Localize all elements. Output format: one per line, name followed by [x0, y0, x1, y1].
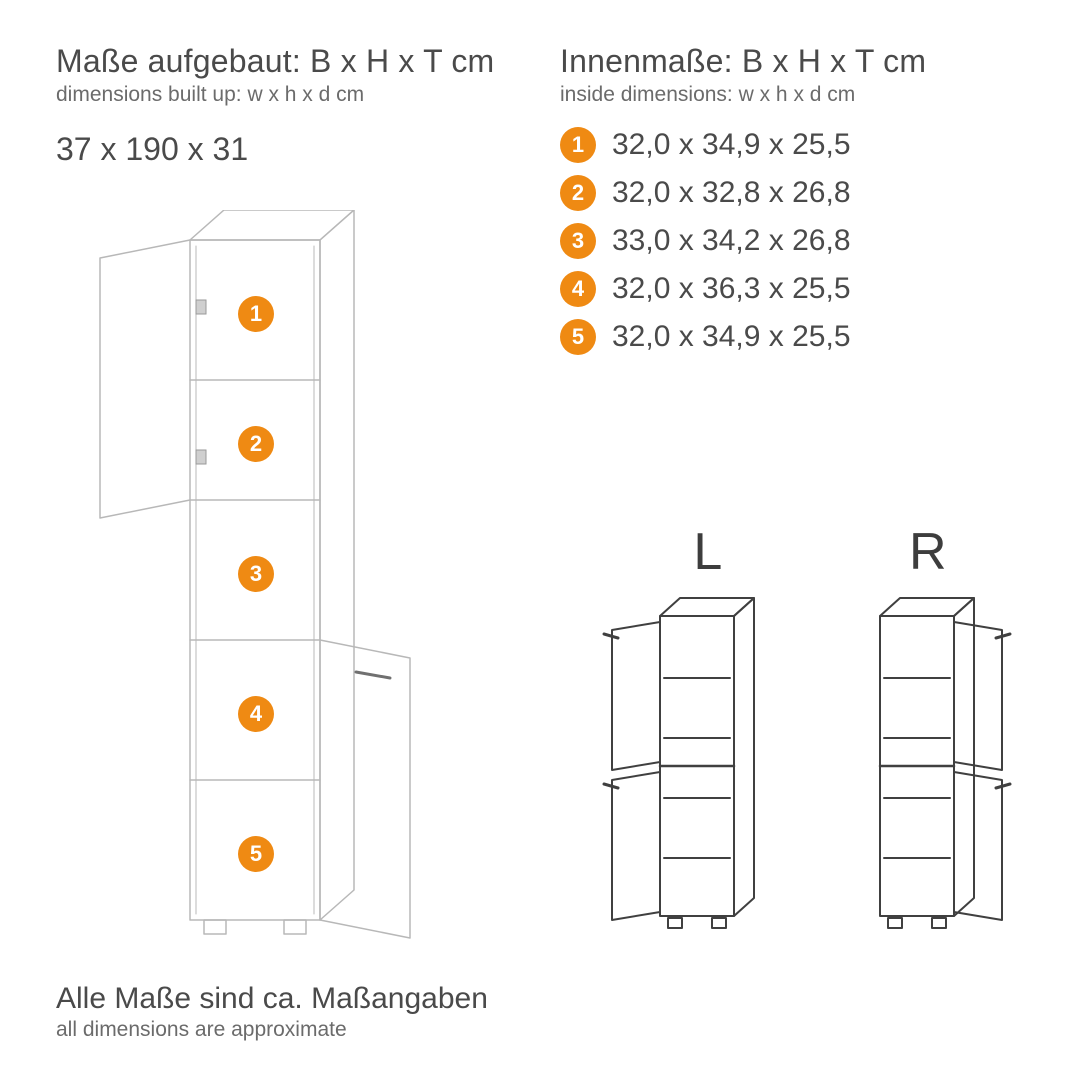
shelf-badge-4-icon: 4: [238, 696, 274, 732]
inner-row: 1 32,0 x 34,9 x 25,5: [560, 127, 1060, 163]
shelf-badge-1-icon: 1: [238, 296, 274, 332]
outer-title-en: dimensions built up: w x h x d cm: [56, 83, 536, 107]
badge-1-icon: 1: [560, 127, 596, 163]
inner-title-de: Innenmaße: B x H x T cm: [560, 44, 1060, 79]
inner-val-3: 33,0 x 34,2 x 26,8: [612, 224, 851, 258]
badge-5-icon: 5: [560, 319, 596, 355]
inner-val-1: 32,0 x 34,9 x 25,5: [612, 128, 851, 162]
inner-list: 1 32,0 x 34,9 x 25,5 2 32,0 x 32,8 x 26,…: [560, 127, 1060, 355]
inner-val-4: 32,0 x 36,3 x 25,5: [612, 272, 851, 306]
lr-svg-canvas: [600, 586, 1040, 946]
inner-dimensions-block: Innenmaße: B x H x T cm inside dimension…: [560, 44, 1060, 367]
inner-val-2: 32,0 x 32,8 x 26,8: [612, 176, 851, 210]
lr-variant-block: L R: [600, 522, 1040, 946]
main-cabinet-diagram: 1 2 3 4 5: [70, 210, 450, 975]
infographic-page: Maße aufgebaut: B x H x T cm dimensions …: [0, 0, 1080, 1080]
inner-row: 5 32,0 x 34,9 x 25,5: [560, 319, 1060, 355]
footer-de: Alle Maße sind ca. Maßangaben: [56, 982, 488, 1016]
outer-title-de: Maße aufgebaut: B x H x T cm: [56, 44, 536, 79]
shelf-badge-2-icon: 2: [238, 426, 274, 462]
outer-value: 37 x 190 x 31: [56, 131, 536, 168]
inner-row: 4 32,0 x 36,3 x 25,5: [560, 271, 1060, 307]
inner-row: 3 33,0 x 34,2 x 26,8: [560, 223, 1060, 259]
inner-title-en: inside dimensions: w x h x d cm: [560, 83, 1060, 107]
outer-dimensions-block: Maße aufgebaut: B x H x T cm dimensions …: [56, 44, 536, 168]
shelf-badge-3-icon: 3: [238, 556, 274, 592]
badge-3-icon: 3: [560, 223, 596, 259]
footer-block: Alle Maße sind ca. Maßangaben all dimens…: [56, 982, 488, 1042]
label-l: L: [693, 522, 722, 582]
label-r: R: [909, 522, 947, 582]
badge-4-icon: 4: [560, 271, 596, 307]
shelf-badge-5-icon: 5: [238, 836, 274, 872]
footer-en: all dimensions are approximate: [56, 1018, 488, 1042]
inner-val-5: 32,0 x 34,9 x 25,5: [612, 320, 851, 354]
badge-2-icon: 2: [560, 175, 596, 211]
lr-labels: L R: [600, 522, 1040, 582]
inner-row: 2 32,0 x 32,8 x 26,8: [560, 175, 1060, 211]
